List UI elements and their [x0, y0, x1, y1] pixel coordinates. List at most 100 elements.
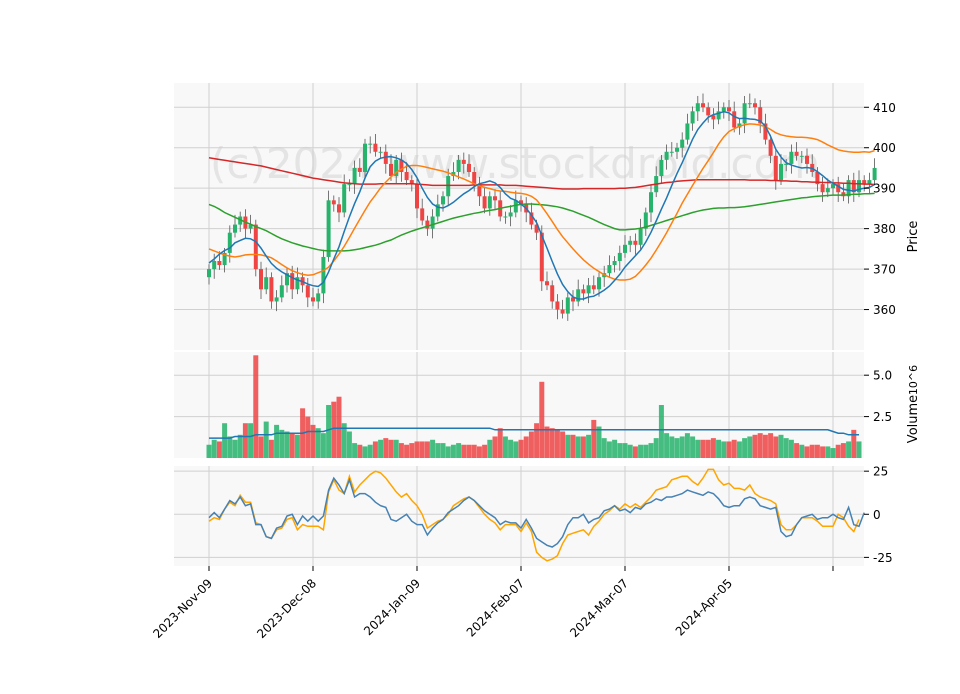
volume-bar — [435, 443, 441, 458]
volume-bar — [294, 434, 300, 458]
y-tick-label: 370 — [873, 263, 896, 277]
candle-body — [721, 107, 726, 112]
volume-bar — [653, 438, 659, 458]
volume-bar — [617, 443, 623, 458]
volume-bar — [705, 439, 711, 458]
volume-bar — [731, 439, 737, 458]
volume-bar — [658, 405, 664, 458]
candle-body — [732, 111, 737, 128]
candle-body — [753, 103, 757, 108]
candle-body — [415, 184, 419, 209]
volume-bar — [747, 436, 753, 458]
volume-bar — [695, 439, 701, 458]
volume-bar — [570, 434, 576, 458]
volume-bar — [502, 436, 508, 458]
candle-body — [331, 200, 336, 205]
volume-bar — [346, 431, 352, 458]
volume-axis-label: Volume — [906, 395, 921, 443]
candle-body — [467, 163, 471, 172]
candle-body — [519, 200, 523, 205]
y-tick-label: 400 — [873, 141, 896, 155]
volume-bar — [461, 444, 467, 458]
x-tick-label: 2023-Dec-08 — [254, 576, 319, 641]
candle-body — [227, 232, 232, 253]
volume-bar — [690, 436, 696, 458]
volume-bar — [284, 431, 290, 458]
oscillator-fast-line — [208, 476, 865, 548]
volume-bar — [211, 439, 217, 458]
candle-body — [612, 261, 617, 266]
volume-bar — [388, 439, 394, 458]
candle-body — [446, 176, 451, 197]
candle-body — [238, 216, 243, 225]
candle-body — [503, 216, 508, 218]
candle-body — [695, 103, 700, 112]
volume-bar — [456, 443, 462, 458]
volume-bar — [331, 401, 337, 458]
volume-bar — [762, 434, 768, 458]
candle-body — [456, 159, 461, 172]
y-tick-label: 2.5 — [873, 410, 892, 424]
price-axis-label: Price — [906, 221, 921, 253]
candle-body — [207, 269, 211, 278]
volume-bar — [627, 444, 633, 458]
candle-body — [576, 289, 581, 302]
price-panel — [174, 83, 864, 350]
volume-bar — [310, 424, 316, 458]
volume-bar — [497, 428, 503, 458]
volume-bar — [809, 444, 815, 458]
volume-bar — [367, 444, 373, 458]
volume-bar — [679, 436, 685, 458]
volume-bar — [591, 419, 597, 458]
volume-bar — [736, 441, 742, 458]
volume-bar — [549, 428, 555, 458]
volume-bar — [794, 443, 800, 458]
candle-body — [545, 281, 549, 286]
volume-bar — [804, 446, 810, 458]
watermark-text: (c)2024 www.stockdroid.com — [210, 139, 820, 188]
volume-bar — [289, 433, 295, 458]
candle-body — [649, 192, 653, 213]
volume-bar — [814, 444, 820, 458]
candle-body — [659, 159, 664, 177]
candle-body — [233, 224, 237, 233]
y-tick-label: 25 — [873, 465, 888, 479]
candle-body — [394, 159, 399, 177]
candle-body — [311, 297, 315, 302]
volume-bar — [539, 381, 545, 458]
candle-body — [430, 216, 435, 229]
volume-bar — [721, 441, 727, 458]
candle-body — [836, 184, 841, 193]
volume-bar — [305, 416, 311, 458]
volume-bar — [398, 443, 404, 458]
volume-bar — [471, 444, 477, 458]
candle-body — [477, 184, 482, 197]
candle-body — [711, 115, 716, 120]
candle-body — [487, 196, 492, 209]
ma-short-line — [208, 110, 875, 300]
volume-bar — [674, 438, 680, 458]
candle-body — [857, 180, 861, 193]
candle-body — [352, 167, 357, 185]
volume-bar — [523, 436, 529, 458]
candle-body — [461, 159, 466, 164]
volume-bar — [206, 444, 212, 458]
oscillator-slow-line — [208, 468, 860, 562]
candle-body — [690, 111, 695, 124]
candle-body — [347, 184, 352, 186]
candle-body — [342, 184, 347, 213]
candle-body — [716, 111, 721, 120]
candle-body — [295, 277, 300, 290]
volume-bar — [222, 423, 228, 458]
volume-bar — [851, 429, 857, 458]
candle-body — [768, 139, 773, 156]
candle-body — [399, 159, 404, 172]
volume-bar — [684, 433, 690, 458]
volume-bar — [596, 426, 602, 458]
volume-bar — [320, 433, 326, 458]
candle-body — [773, 155, 778, 181]
volume-bar — [643, 444, 649, 458]
volume-bar — [404, 444, 410, 458]
candle-body — [550, 285, 555, 302]
volume-bar — [632, 446, 638, 458]
